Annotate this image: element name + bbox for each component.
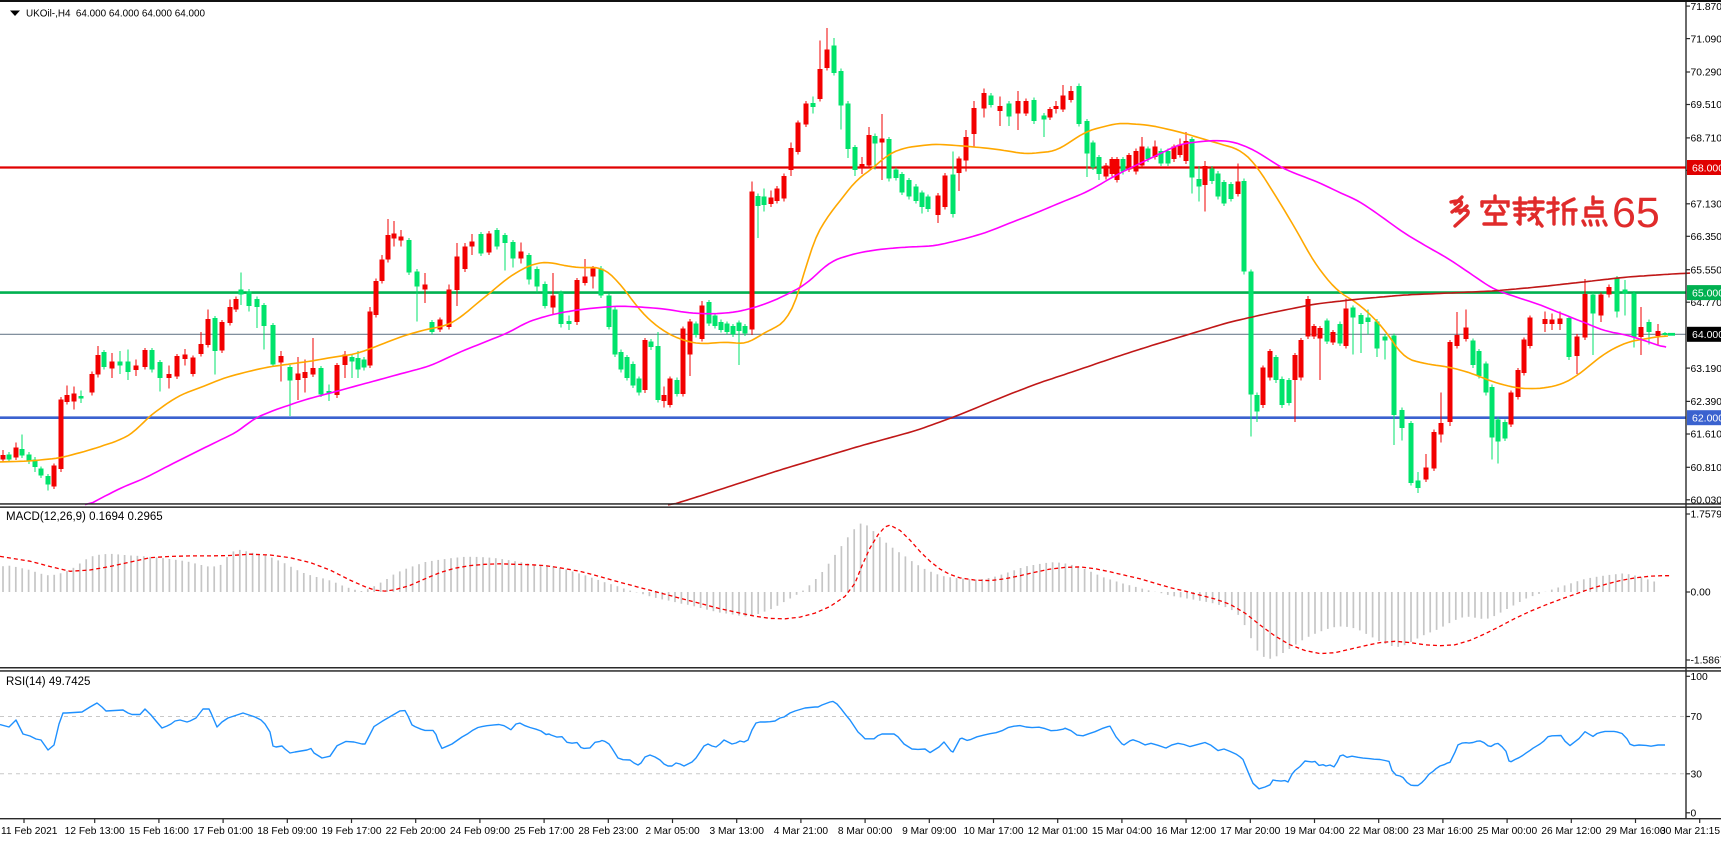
svg-text:62.000: 62.000: [1692, 413, 1721, 425]
svg-text:65: 65: [1612, 189, 1660, 237]
svg-text:9 Mar 09:00: 9 Mar 09:00: [902, 826, 957, 837]
svg-text:70.290: 70.290: [1691, 68, 1721, 79]
svg-text:UKOil-,H4 64.000 64.000 64.00: UKOil-,H4 64.000 64.000 64.000 64.000: [26, 9, 205, 20]
svg-text:19 Mar 04:00: 19 Mar 04:00: [1284, 826, 1344, 837]
svg-text:28 Feb 23:00: 28 Feb 23:00: [578, 826, 638, 837]
svg-text:19 Feb 17:00: 19 Feb 17:00: [321, 826, 381, 837]
svg-text:0: 0: [1691, 809, 1697, 820]
svg-text:69.510: 69.510: [1691, 100, 1721, 111]
svg-text:29 Mar 16:00: 29 Mar 16:00: [1605, 826, 1665, 837]
svg-text:65.000: 65.000: [1692, 288, 1721, 300]
svg-text:26 Mar 12:00: 26 Mar 12:00: [1541, 826, 1601, 837]
svg-text:71.090: 71.090: [1691, 34, 1721, 45]
svg-text:23 Mar 16:00: 23 Mar 16:00: [1413, 826, 1473, 837]
svg-text:25 Mar 00:00: 25 Mar 00:00: [1477, 826, 1537, 837]
svg-text:71.870: 71.870: [1691, 2, 1721, 13]
svg-text:0.00: 0.00: [1691, 588, 1711, 599]
svg-text:17 Mar 20:00: 17 Mar 20:00: [1220, 826, 1280, 837]
svg-text:67.130: 67.130: [1691, 200, 1721, 211]
svg-text:22 Mar 08:00: 22 Mar 08:00: [1349, 826, 1409, 837]
svg-text:3 Mar 13:00: 3 Mar 13:00: [710, 826, 765, 837]
svg-text:MACD(12,26,9) 0.1694 0.2965: MACD(12,26,9) 0.1694 0.2965: [6, 511, 163, 523]
svg-text:8 Mar 00:00: 8 Mar 00:00: [838, 826, 893, 837]
svg-text:60.030: 60.030: [1691, 496, 1721, 507]
svg-text:65.550: 65.550: [1691, 265, 1721, 276]
svg-text:2 Mar 05:00: 2 Mar 05:00: [645, 826, 700, 837]
svg-text:30 Mar 21:15: 30 Mar 21:15: [1660, 826, 1720, 837]
svg-text:-1.5867: -1.5867: [1691, 656, 1721, 667]
svg-text:15 Mar 04:00: 15 Mar 04:00: [1092, 826, 1152, 837]
svg-text:15 Feb 16:00: 15 Feb 16:00: [129, 826, 189, 837]
svg-text:66.350: 66.350: [1691, 232, 1721, 243]
svg-text:17 Feb 01:00: 17 Feb 01:00: [193, 826, 253, 837]
svg-text:1.7579: 1.7579: [1691, 510, 1721, 521]
svg-text:100: 100: [1691, 672, 1708, 683]
svg-text:RSI(14) 49.7425: RSI(14) 49.7425: [6, 676, 90, 688]
svg-text:12 Feb 13:00: 12 Feb 13:00: [65, 826, 125, 837]
svg-text:24 Feb 09:00: 24 Feb 09:00: [450, 826, 510, 837]
svg-text:22 Feb 20:00: 22 Feb 20:00: [386, 826, 446, 837]
svg-text:70: 70: [1691, 712, 1703, 723]
svg-text:16 Mar 12:00: 16 Mar 12:00: [1156, 826, 1216, 837]
svg-text:60.810: 60.810: [1691, 463, 1721, 474]
svg-text:10 Mar 17:00: 10 Mar 17:00: [963, 826, 1023, 837]
svg-text:64.000: 64.000: [1692, 329, 1721, 341]
svg-text:30: 30: [1691, 770, 1703, 781]
svg-text:4 Mar 21:00: 4 Mar 21:00: [774, 826, 829, 837]
svg-text:62.390: 62.390: [1691, 397, 1721, 408]
svg-text:18 Feb 09:00: 18 Feb 09:00: [257, 826, 317, 837]
svg-text:68.710: 68.710: [1691, 134, 1721, 145]
svg-text:68.000: 68.000: [1692, 162, 1721, 174]
svg-text:63.190: 63.190: [1691, 364, 1721, 375]
svg-text:11 Feb 2021: 11 Feb 2021: [1, 826, 58, 837]
svg-text:61.610: 61.610: [1691, 430, 1721, 441]
svg-text:12 Mar 01:00: 12 Mar 01:00: [1028, 826, 1088, 837]
svg-text:25 Feb 17:00: 25 Feb 17:00: [514, 826, 574, 837]
